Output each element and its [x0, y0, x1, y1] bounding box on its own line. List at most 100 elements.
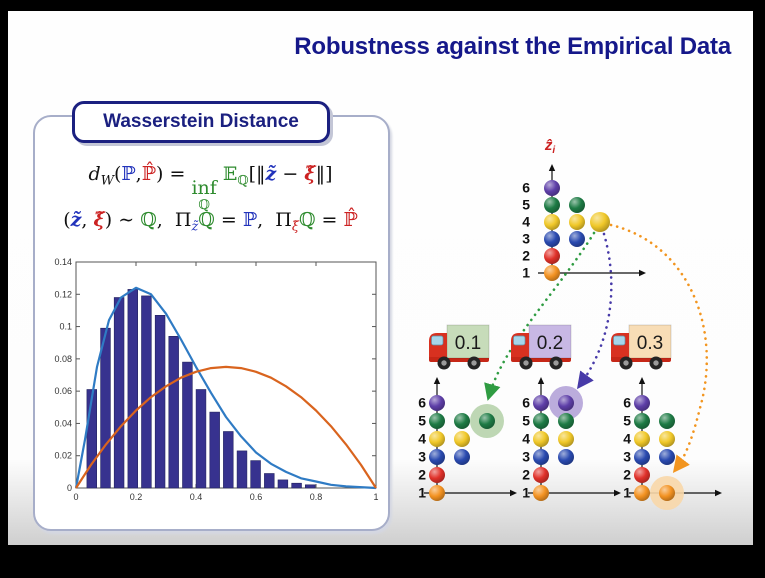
histogram-bar: [154, 315, 166, 489]
v-axis-arrow: [638, 377, 646, 384]
truck-cargo-box: [628, 324, 672, 359]
histogram-bar: [168, 336, 179, 489]
data-point-red: [429, 467, 445, 483]
data-point-purple: [558, 395, 574, 411]
level-label: 6: [418, 395, 426, 411]
y-tick-label: 0.04: [54, 418, 72, 428]
distribution-chart: 0 0.02 0.04 0.06 0.08 0.1 0.12 0.14 0 0.2 0.4 0.6 0.…: [46, 250, 381, 514]
data-point-yellow: [569, 214, 585, 230]
truck-probability-label: 0.3: [637, 333, 663, 354]
data-point-blue: [429, 449, 445, 465]
h-axis-arrow: [510, 489, 517, 497]
data-point-yellow: [558, 431, 574, 447]
level-label: 4: [522, 214, 530, 230]
transport-diagram: ẑi 6 5 4 3 2 1 0.1 0.2 0.3 6 5 4 3 2 1 6 5 4 3 2 1 6 5 4 3 2 1: [390, 106, 762, 538]
x-tick-label: 0: [73, 492, 78, 502]
data-point-blue: [533, 449, 549, 465]
histogram-bar: [195, 389, 207, 489]
level-label: 3: [418, 449, 426, 465]
truck-wheel-hub: [553, 360, 559, 366]
data-point-green: [659, 413, 675, 429]
data-point-purple: [634, 395, 650, 411]
histogram-bar: [86, 389, 98, 489]
histogram-bar: [264, 473, 275, 489]
truck-window: [613, 335, 626, 346]
data-point-yellow: [544, 214, 560, 230]
histogram-bar: [304, 484, 316, 489]
data-point-blue: [659, 449, 675, 465]
h-axis-arrow: [715, 489, 722, 497]
v-axis-arrow: [433, 377, 441, 384]
level-label: 5: [522, 197, 530, 213]
y-tick-label: 0.02: [54, 451, 72, 461]
truck-icon-3: 0.3: [611, 324, 672, 370]
histogram-bar: [141, 295, 152, 489]
level-label: 6: [522, 180, 530, 196]
truck-wheel-hub: [623, 360, 629, 366]
truck-probability-label: 0.1: [455, 333, 481, 354]
data-point-green: [429, 413, 445, 429]
data-point-yellow: [659, 431, 675, 447]
x-tick-label: 0.2: [130, 492, 143, 502]
data-point-orange: [544, 265, 560, 281]
data-point-yellow: [454, 431, 470, 447]
level-label: 1: [522, 265, 530, 281]
truck-wheel-hub: [471, 360, 477, 366]
data-point-blue: [454, 449, 470, 465]
data-point-blue: [634, 449, 650, 465]
page-title: Robustness against the Empirical Data: [294, 33, 731, 60]
histogram-bar: [209, 411, 220, 489]
level-label: 5: [418, 413, 426, 429]
truck-icon-2: 0.2: [511, 324, 572, 370]
histogram-bar: [113, 297, 125, 489]
h-axis-arrow: [614, 489, 621, 497]
path-to-plot-3: [609, 223, 709, 474]
distribution-chart-svg: 0 0.02 0.04 0.06 0.08 0.1 0.12 0.14 0 0.2 0.4 0.6 0.…: [54, 257, 378, 502]
level-label: 2: [522, 248, 530, 264]
truck-cargo-box: [446, 324, 490, 359]
data-point-yellow: [590, 212, 610, 232]
truck-probability-label: 0.2: [537, 333, 563, 354]
y-tick-label: 0.1: [59, 322, 72, 332]
data-point-blue: [544, 231, 560, 247]
data-point-red: [634, 467, 650, 483]
data-point-red: [533, 467, 549, 483]
data-point-orange: [429, 485, 445, 501]
truck-window: [513, 335, 526, 346]
truck-wheel-hub: [653, 360, 659, 366]
level-label: 5: [522, 413, 530, 429]
truck-window: [431, 335, 444, 346]
level-label: 3: [522, 231, 530, 247]
truck-wheel-hub: [523, 360, 529, 366]
data-point-orange: [533, 485, 549, 501]
level-label: 1: [522, 485, 530, 501]
truck-icon-1: 0.1: [429, 324, 490, 370]
x-tick-label: 0.8: [310, 492, 323, 502]
data-point-yellow: [429, 431, 445, 447]
level-label: 6: [623, 395, 631, 411]
data-point-purple: [533, 395, 549, 411]
truck-wheel-hub: [441, 360, 447, 366]
path-to-plot-2: [576, 232, 613, 390]
histogram-bar: [236, 450, 248, 489]
path-to-plot-1: [484, 231, 596, 401]
histogram-bar: [182, 361, 193, 489]
histogram-bar: [100, 327, 111, 489]
v-axis-arrow: [537, 377, 545, 384]
h-axis-arrow: [639, 269, 646, 277]
data-point-green: [544, 197, 560, 213]
data-point-green: [634, 413, 650, 429]
level-label: 4: [522, 431, 530, 447]
histogram-bar: [223, 431, 234, 489]
data-point-blue: [569, 231, 585, 247]
data-point-purple: [429, 395, 445, 411]
y-tick-label: 0: [67, 483, 72, 493]
x-tick-label: 0.4: [190, 492, 203, 502]
level-label: 2: [623, 467, 631, 483]
slide: Robustness against the Empirical Data Wa…: [8, 11, 753, 545]
histogram-bar: [127, 289, 139, 489]
level-label: 3: [623, 449, 631, 465]
data-point-green: [569, 197, 585, 213]
